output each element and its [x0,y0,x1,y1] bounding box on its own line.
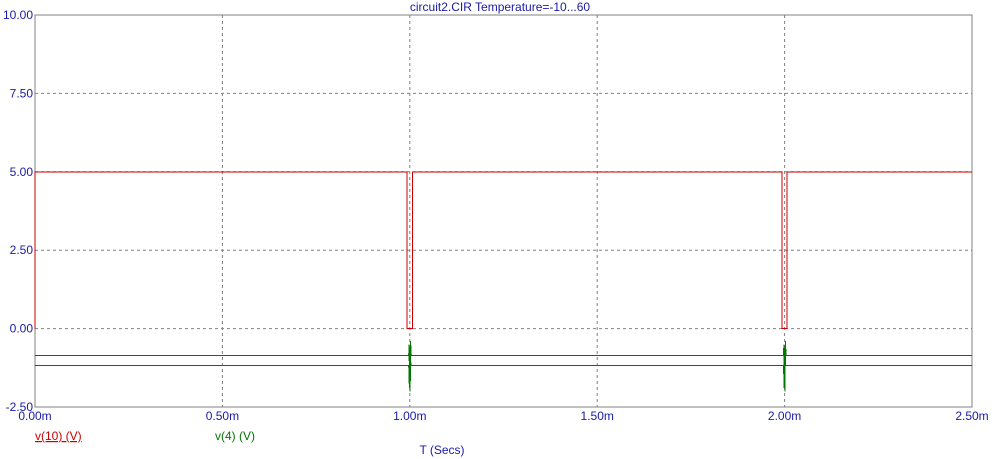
x-tick-label: 1.00m [393,409,426,423]
y-tick-label: 10.00 [3,8,33,22]
y-tick-label: 7.50 [10,86,34,100]
series-layer [34,171,972,392]
y-tick-label: -2.50 [6,400,34,414]
legend-series-v4[interactable]: v(4) (V) [215,429,255,443]
x-axis-label: T (Secs) [419,443,464,457]
x-tick-label: 2.50m [955,409,988,423]
y-tick-label: 0.00 [10,322,34,336]
series-2-trace-2 [35,350,972,389]
y-tick-label: 5.00 [10,165,34,179]
legend-series-v10[interactable]: v(10) (V) [35,429,82,443]
x-tick-label: 2.00m [768,409,801,423]
y-tick-label: 2.50 [10,243,34,257]
x-tick-label: 0.00m [18,409,51,423]
chart-title: circuit2.CIR Temperature=-10...60 [410,0,591,14]
x-tick-label: 0.50m [206,409,239,423]
y-tick-labels: -2.50 0.00 2.50 5.00 7.50 10.00 [3,8,33,414]
series-1-trace-1 [34,171,972,330]
x-tick-label: 1.50m [581,409,614,423]
x-tick-labels: 0.00m 0.50m 1.00m 1.50m 2.00m 2.50m [18,409,988,423]
